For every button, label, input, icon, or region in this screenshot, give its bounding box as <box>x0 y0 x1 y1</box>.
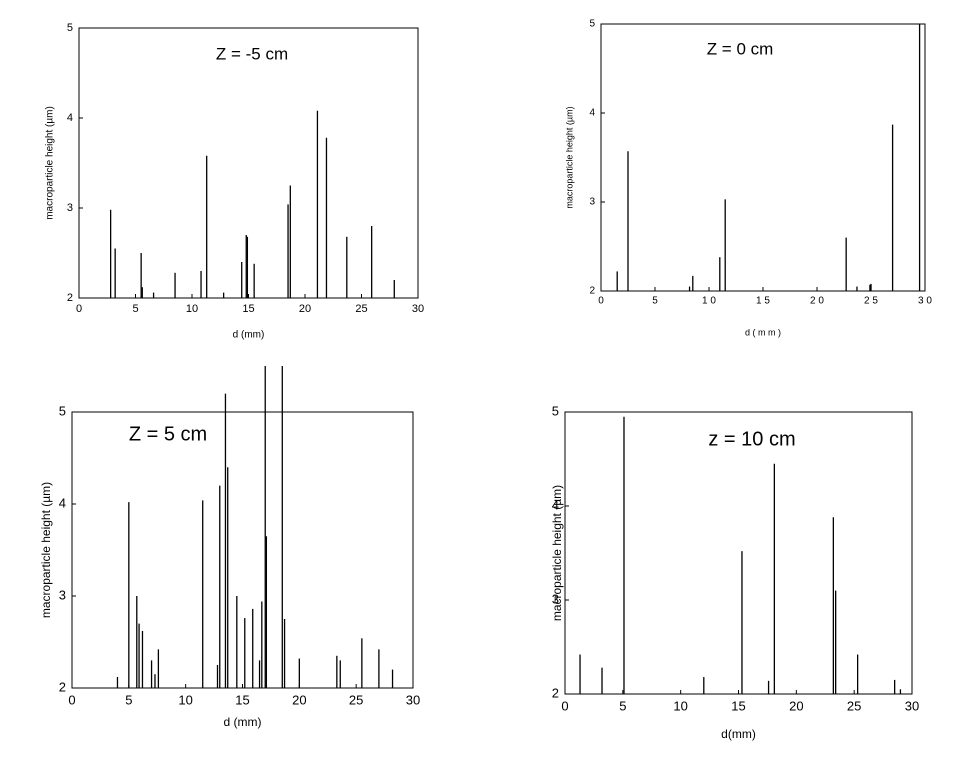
y-tick-label: 2 <box>589 286 595 297</box>
y-axis-label: macroparticle height (µm) <box>39 482 53 618</box>
x-tick-label: 15 <box>242 303 254 315</box>
x-tick-label: 30 <box>412 303 424 315</box>
y-tick-label: 3 <box>589 197 595 208</box>
chart-title: Z = -5 cm <box>216 44 288 63</box>
x-tick-label: 2 5 <box>864 296 878 307</box>
chart-title: Z = 0 cm <box>707 39 774 58</box>
x-tick-label: 15 <box>731 698 745 713</box>
x-tick-label: 25 <box>847 698 861 713</box>
x-tick-label: 5 <box>125 692 132 707</box>
x-tick-label: 5 <box>652 296 658 307</box>
y-tick-label: 4 <box>589 108 595 119</box>
x-tick-label: 25 <box>349 692 363 707</box>
chart-title: z = 10 cm <box>708 428 795 450</box>
x-tick-label: 20 <box>292 692 306 707</box>
x-axis-label: d(mm) <box>721 727 756 741</box>
y-tick-label: 5 <box>589 19 595 30</box>
y-tick-label: 3 <box>67 202 73 214</box>
x-axis-label: d (mm) <box>224 715 262 729</box>
y-tick-label: 5 <box>67 22 73 34</box>
x-tick-label: 30 <box>406 692 420 707</box>
plot-frame <box>600 23 926 292</box>
y-tick-label: 3 <box>59 587 66 602</box>
x-tick-label: 10 <box>178 692 192 707</box>
y-tick-label: 5 <box>552 403 559 418</box>
x-axis-label: d ( m m ) <box>745 327 781 337</box>
x-tick-label: 1 5 <box>756 296 770 307</box>
x-tick-label: 30 <box>905 698 919 713</box>
x-tick-label: 20 <box>789 698 803 713</box>
y-tick-label: 5 <box>59 403 66 418</box>
y-axis-label: macroparticle height (µm) <box>45 106 56 220</box>
y-tick-label: 4 <box>59 495 66 510</box>
x-tick-label: 0 <box>561 698 568 713</box>
y-tick-label: 3 <box>552 591 559 606</box>
y-axis-label: macroparticle height (µm) <box>564 106 574 208</box>
x-tick-label: 1 0 <box>702 296 716 307</box>
y-tick-label: 4 <box>552 497 559 512</box>
y-tick-label: 2 <box>552 685 559 700</box>
x-tick-label: 0 <box>76 303 82 315</box>
x-tick-label: 0 <box>68 692 75 707</box>
x-tick-label: 0 <box>598 296 604 307</box>
x-tick-label: 25 <box>355 303 367 315</box>
x-tick-label: 20 <box>299 303 311 315</box>
chart-title: Z = 5 cm <box>129 423 207 445</box>
x-tick-label: 10 <box>673 698 687 713</box>
x-tick-label: 3 0 <box>918 296 932 307</box>
x-axis-label: d (mm) <box>233 330 265 341</box>
y-tick-label: 4 <box>67 112 73 124</box>
y-axis-label: macroparticle height (µm) <box>550 485 564 621</box>
plot-frame <box>564 411 913 695</box>
x-tick-label: 5 <box>132 303 138 315</box>
x-tick-label: 5 <box>619 698 626 713</box>
x-tick-label: 2 0 <box>810 296 824 307</box>
plot-frame <box>78 27 419 299</box>
y-tick-label: 2 <box>59 679 66 694</box>
x-tick-label: 10 <box>186 303 198 315</box>
x-tick-label: 15 <box>235 692 249 707</box>
y-tick-label: 2 <box>67 292 73 304</box>
